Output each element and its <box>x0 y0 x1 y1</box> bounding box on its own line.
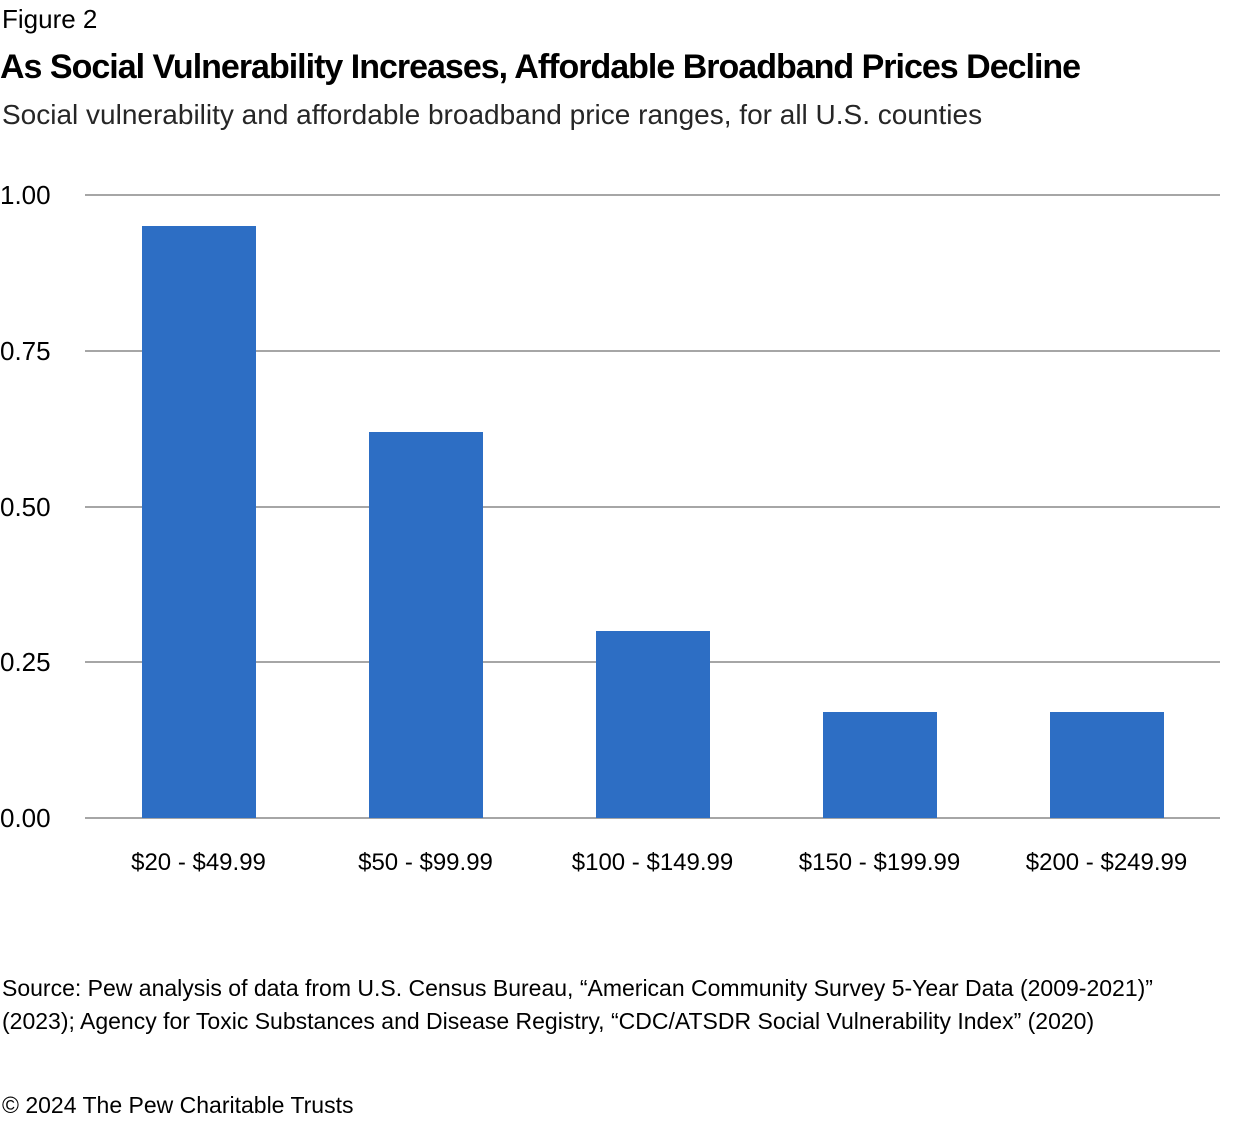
bar-$50 - $99.99 <box>368 431 483 818</box>
y-axis-tick-label: 0.00 <box>0 803 51 833</box>
bar-$200 - $249.99 <box>1049 712 1164 818</box>
bar-chart: 0.00 0.25 0.50 0.75 1.00 $20 - $49.99 $50 - $9… <box>0 160 1240 940</box>
gridline <box>85 505 1220 508</box>
x-axis-tick-label: $100 - $149.99 <box>571 849 734 876</box>
bar-$100 - $149.99 <box>595 631 710 818</box>
x-axis-tick-label: $200 - $249.99 <box>1025 849 1188 876</box>
gridline <box>85 817 1220 819</box>
bar-$150 - $199.99 <box>822 712 937 818</box>
chart-title: As Social Vulnerability Increases, Affor… <box>0 48 1081 86</box>
source-note: Source: Pew analysis of data from U.S. C… <box>2 975 1153 1034</box>
y-axis-tick-label: 1.00 <box>0 180 51 210</box>
figure-label: Figure 2 <box>2 4 98 34</box>
y-axis-tick-label: 0.50 <box>0 491 51 522</box>
x-axis-tick-label: $20 - $49.99 <box>131 849 266 876</box>
gridline <box>85 349 1220 352</box>
x-axis-tick-label: $150 - $199.99 <box>798 849 961 876</box>
y-axis-tick-label: 0.75 <box>0 335 51 366</box>
x-axis-tick-label: $50 - $99.99 <box>358 849 493 876</box>
gridline <box>85 194 1220 196</box>
chart-subtitle: Social vulnerability and affordable broa… <box>2 99 983 130</box>
bar-$20 - $49.99 <box>141 226 256 818</box>
copyright-note: © 2024 The Pew Charitable Trusts <box>2 1092 354 1118</box>
y-axis-tick-label: 0.25 <box>0 647 51 678</box>
